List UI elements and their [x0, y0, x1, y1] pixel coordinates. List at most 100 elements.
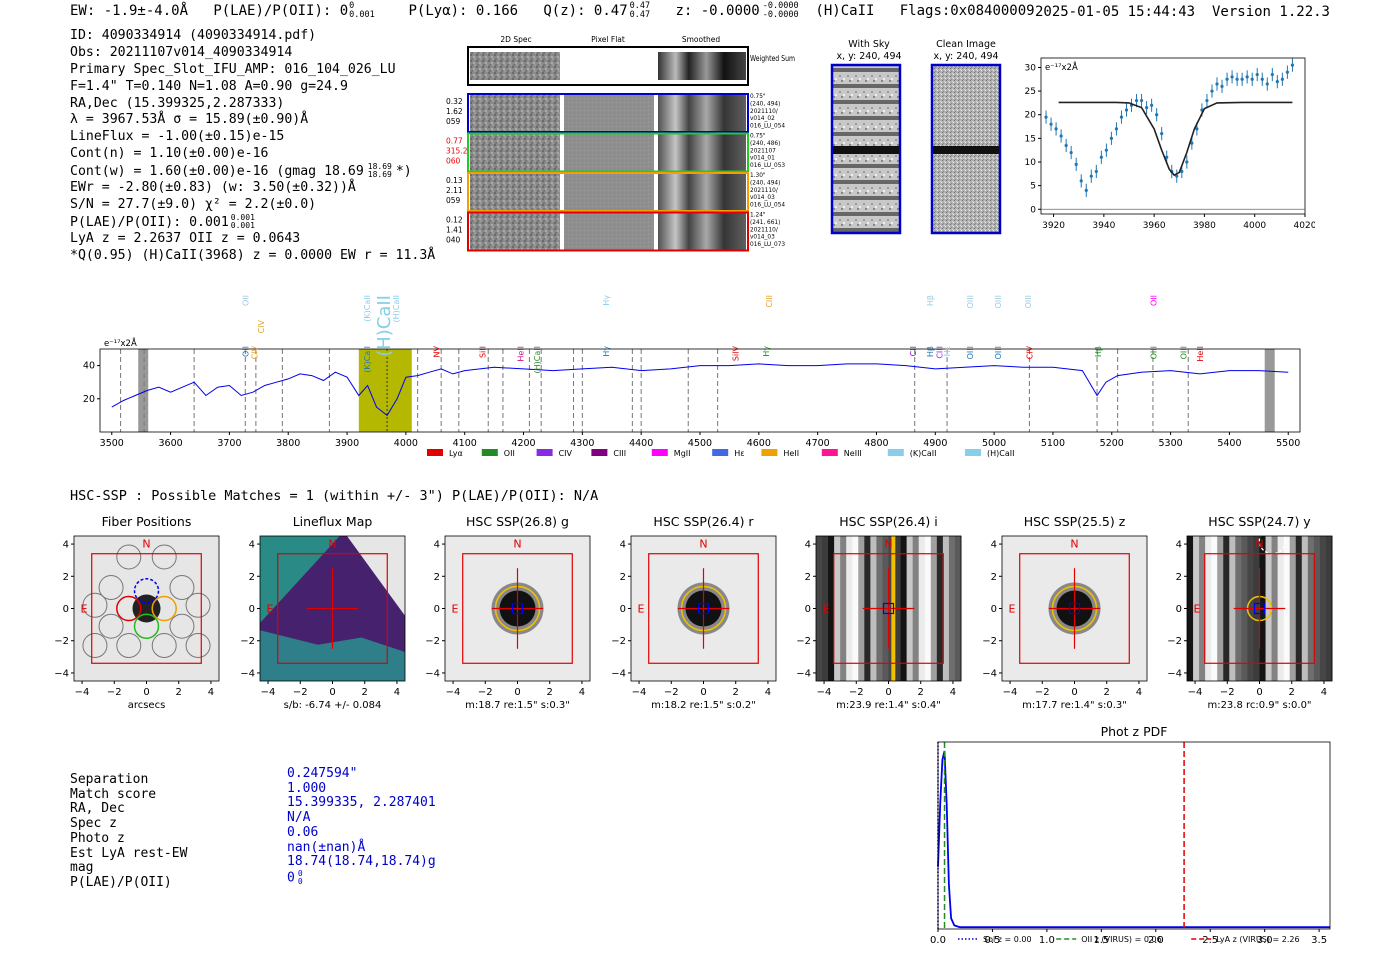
- info-id: ID: 4090334914 (4090334914.pdf): [70, 28, 317, 43]
- region-box: [833, 553, 944, 664]
- cutout-row-right-label: 1.30": [750, 173, 766, 179]
- with-sky-trace: [833, 146, 899, 154]
- streak-column: [852, 536, 859, 681]
- cutout-row-left-label: 0.77: [446, 137, 463, 146]
- north-label: N: [328, 537, 336, 550]
- plae-value: P(LAE)/P(OII): 0 0 0.001: [213, 1, 375, 20]
- cutout-row-left-label: 040: [446, 236, 461, 245]
- legend-label: MgII: [674, 449, 691, 458]
- info-contw: Cont(w) = 1.60(±0.00)e-16 (gmag 18.69 18.…: [70, 162, 412, 180]
- cutout-row-left-label: 1.62: [446, 107, 463, 116]
- y-tick-label: −4: [611, 668, 626, 679]
- x-tick-label: 2: [918, 687, 924, 698]
- spectral-line-label: Hγ: [762, 346, 771, 357]
- hsc-panel-caption: m:23.9 re:1.4" s:0.4": [836, 700, 941, 711]
- fit-data-point: [1150, 103, 1154, 107]
- spectral-line-label: OIII: [1150, 346, 1159, 359]
- fit-data-point: [1109, 136, 1113, 140]
- x-tick-label: 5400: [1217, 438, 1241, 449]
- hsc-panels: Fiber Positions N E −4 −4 −2 −2 0 0 2 2 4 4 arcsecs Li…: [40, 510, 1350, 715]
- fit-data-point: [1079, 179, 1083, 183]
- cutout-row-left-label: 2.11: [446, 186, 463, 195]
- masked-region: [138, 349, 149, 432]
- x-tick-label: 2: [547, 687, 553, 698]
- streak-column: [1217, 536, 1224, 681]
- y-tick-label: 2: [63, 572, 69, 583]
- y-tick-label: 4: [805, 540, 811, 551]
- y-tick-label: 20: [83, 394, 95, 405]
- info-obs: Obs: 20211107v014_4090334914: [70, 44, 293, 60]
- x-tick-label: 0: [885, 687, 891, 698]
- north-label: N: [699, 537, 707, 550]
- fit-data-point: [1210, 89, 1214, 93]
- legend-swatch: [481, 449, 498, 456]
- y-tick-label: 30: [1025, 63, 1037, 73]
- legend-label: HeII: [783, 449, 799, 458]
- detection-info: ID: 4090334914 (4090334914.pdf) Obs: 202…: [70, 28, 435, 264]
- north-label: N: [513, 537, 521, 550]
- x-tick-label: 1.0: [1039, 935, 1055, 946]
- clean-xy: x, y: 240, 494: [933, 51, 998, 62]
- cutout-row-left-label: 059: [446, 117, 461, 126]
- x-tick-label: 0.0: [930, 935, 946, 946]
- spectral-line-label: (H)CaII: [392, 295, 401, 322]
- x-tick-label: 0: [1071, 687, 1077, 698]
- lineflux-region: [259, 630, 405, 681]
- fit-axes: [1040, 57, 1306, 215]
- y-tick-label: −4: [796, 668, 811, 679]
- x-tick-label: 4020: [1294, 221, 1315, 231]
- spectral-line-label: OII: [1150, 295, 1159, 306]
- spectral-line-label: CIII: [765, 295, 774, 308]
- spectral-line-label: CIII: [935, 346, 944, 359]
- y-tick-label: 4: [1176, 540, 1182, 551]
- x-tick-label: 2: [1103, 687, 1109, 698]
- cutout-row-right-label: 016_LU_054: [750, 124, 785, 130]
- x-tick-label: 4: [579, 687, 585, 698]
- match-value: 0.06: [287, 824, 319, 840]
- fit-curve: [1058, 101, 1293, 177]
- spectral-line-label: (H)CaII: [374, 295, 395, 357]
- streak-column: [1199, 536, 1206, 681]
- match-label: Match score: [70, 786, 157, 802]
- spectral-line-label: CIV: [251, 345, 260, 359]
- col-smoothed: Smoothed: [682, 35, 721, 44]
- streak-column: [1289, 536, 1297, 681]
- timestamp: 2025-01-05 15:44:43: [1034, 4, 1196, 20]
- x-tick-label: 0: [329, 687, 335, 698]
- fit-data-point: [1185, 160, 1189, 164]
- spectral-line-label: NV: [432, 345, 441, 357]
- streak-column: [924, 536, 932, 681]
- y-tick-label: −2: [1167, 636, 1182, 647]
- clean-title: Clean Image: [936, 39, 996, 50]
- fit-data-point: [1089, 174, 1093, 178]
- fit-data-point: [1054, 127, 1058, 131]
- fiber-circle: [98, 575, 124, 601]
- fit-data-point: [1255, 72, 1259, 77]
- legend-label: (H)CaII: [987, 449, 1014, 458]
- cutout-row-right-label: v014_01: [750, 156, 775, 162]
- hsc-panel: Lineflux Map N E −4 −4 −2 −2 0 0 2 2 4 4 s/b: -6.74 +…: [240, 514, 405, 711]
- fit-data-point: [1240, 77, 1244, 81]
- streak-column: [930, 536, 938, 681]
- x-tick-label: 3920: [1042, 221, 1065, 231]
- spectral-line-label: Hγ: [602, 346, 611, 357]
- hsc-panel-caption: m:18.2 re:1.5" s:0.2": [651, 700, 756, 711]
- north-label: N: [142, 537, 150, 550]
- legend-swatch: [761, 449, 778, 456]
- streak-column: [1325, 536, 1333, 681]
- streak-column: [1211, 536, 1218, 681]
- y-tick-label: 0: [63, 604, 69, 615]
- y-tick-label: 0: [805, 604, 811, 615]
- x-tick-label: 5200: [1100, 438, 1124, 449]
- x-tick-label: 3980: [1193, 221, 1216, 231]
- region-box: [1204, 553, 1315, 664]
- cutout-row-left-label: 1.41: [446, 226, 463, 235]
- y-tick-label: 0: [434, 604, 440, 615]
- fit-data-point: [1119, 115, 1124, 119]
- cutout-row-right-label: v014_02: [750, 116, 775, 122]
- streak-column: [1283, 536, 1291, 681]
- spectral-line-label: HeII: [517, 346, 526, 362]
- spectrum-legend: Lyα OII CIV CIII MgII Hε HeII NeIII (K)CaII (H)Ca…: [427, 449, 1014, 458]
- streak-column: [942, 536, 950, 681]
